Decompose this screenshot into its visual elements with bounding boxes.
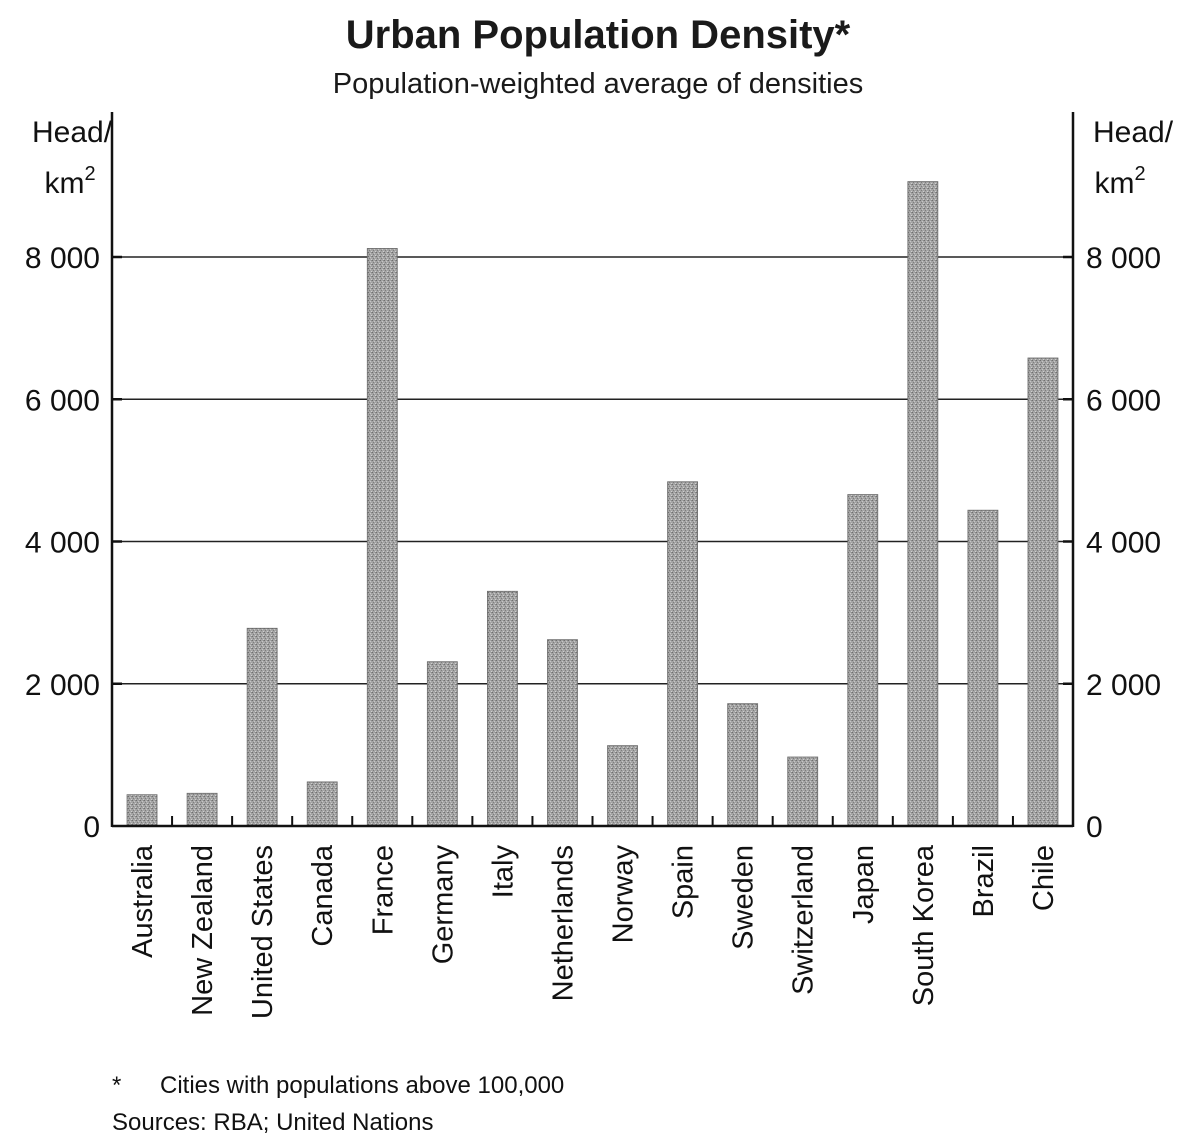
x-tick-label: Spain bbox=[668, 845, 700, 919]
bar-canada bbox=[306, 781, 338, 827]
bar-chile bbox=[1027, 357, 1059, 827]
bar-italy bbox=[487, 590, 518, 827]
x-tick-label: Australia bbox=[127, 844, 159, 958]
bar-sweden bbox=[727, 703, 759, 827]
bar-australia bbox=[126, 794, 158, 827]
y-tick-label-right: 2 000 bbox=[1086, 669, 1161, 702]
x-tick-label: Canada bbox=[307, 844, 339, 946]
y-tick-label-left: 4 000 bbox=[25, 527, 100, 560]
bar-switzerland bbox=[787, 756, 819, 827]
chart-title: Urban Population Density* bbox=[346, 13, 851, 57]
y-axis-tick-labels: 0 0 2 000 2 000 4 000 4 000 6 000 6 000 8 000 8 0… bbox=[25, 242, 1161, 844]
bars bbox=[126, 181, 1059, 827]
bar-brazil bbox=[967, 509, 999, 827]
bar-netherlands bbox=[547, 639, 578, 827]
footnote-marker: * bbox=[112, 1072, 121, 1099]
y-tick-label-right: 6 000 bbox=[1086, 384, 1161, 417]
bar-united-states bbox=[246, 627, 278, 827]
x-tick-label: Germany bbox=[427, 845, 459, 965]
x-tick-label: France bbox=[367, 845, 399, 935]
bar-south-korea bbox=[907, 181, 939, 827]
y-axis-unit-left-line1: Head/ bbox=[32, 116, 113, 149]
x-tick-label: Netherlands bbox=[547, 845, 579, 1001]
x-tick-label: Italy bbox=[487, 845, 519, 899]
x-tick-label: Japan bbox=[848, 845, 880, 924]
bar-france bbox=[366, 248, 398, 827]
x-tick-label: United States bbox=[247, 845, 279, 1019]
y-tick-label-right: 0 bbox=[1086, 811, 1103, 844]
bar-norway bbox=[607, 745, 638, 827]
x-tick-label: Norway bbox=[608, 845, 640, 944]
y-axis-unit-left-line2: km2 bbox=[44, 163, 95, 200]
x-tick-label: Chile bbox=[1028, 845, 1060, 911]
bar-germany bbox=[426, 661, 458, 827]
x-axis-ticks bbox=[111, 816, 1074, 826]
y-tick-label-left: 2 000 bbox=[25, 669, 100, 702]
y-axis-unit-right-line1: Head/ bbox=[1093, 116, 1174, 149]
bar-japan bbox=[847, 494, 879, 827]
y-tick-label-right: 4 000 bbox=[1086, 527, 1161, 560]
x-axis-category-labels: Australia New Zealand United States Canada F… bbox=[127, 844, 1060, 1019]
x-tick-label: Sweden bbox=[728, 845, 760, 950]
y-tick-label-left: 6 000 bbox=[25, 384, 100, 417]
bar-new-zealand bbox=[186, 792, 218, 827]
y-tick-label-left: 8 000 bbox=[25, 242, 100, 275]
footnote-sources: Sources: RBA; United Nations bbox=[112, 1109, 433, 1136]
y-tick-label-left: 0 bbox=[83, 811, 100, 844]
x-tick-label: Switzerland bbox=[788, 845, 820, 995]
bar-spain bbox=[667, 481, 698, 827]
chart-subtitle: Population-weighted average of densities bbox=[333, 68, 863, 100]
x-tick-label: Brazil bbox=[968, 845, 1000, 918]
footnote-text: Cities with populations above 100,000 bbox=[160, 1072, 564, 1099]
x-tick-label: New Zealand bbox=[187, 845, 219, 1016]
y-tick-label-right: 8 000 bbox=[1086, 242, 1161, 275]
x-tick-label: South Korea bbox=[908, 844, 940, 1006]
y-axis-unit-right-line2: km2 bbox=[1094, 163, 1145, 200]
